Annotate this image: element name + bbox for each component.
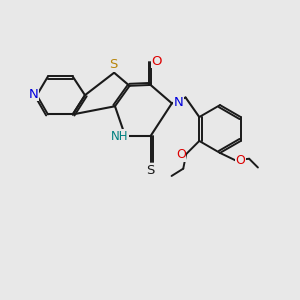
Text: S: S: [146, 164, 155, 178]
Text: O: O: [236, 154, 245, 167]
Text: O: O: [176, 148, 186, 161]
Text: NH: NH: [111, 130, 128, 143]
Text: S: S: [109, 58, 117, 71]
Text: N: N: [28, 88, 38, 101]
Text: O: O: [151, 55, 162, 68]
Text: N: N: [173, 96, 183, 109]
